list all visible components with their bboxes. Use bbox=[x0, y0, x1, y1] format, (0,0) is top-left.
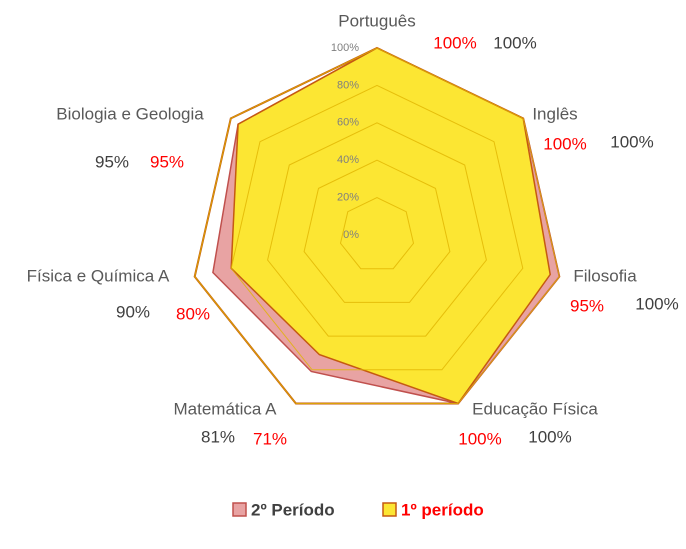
data-label: 95% bbox=[95, 152, 129, 171]
data-label: 71% bbox=[253, 429, 287, 448]
data-label: 100% bbox=[493, 33, 536, 52]
category-label: Biologia e Geologia bbox=[56, 104, 204, 123]
r-tick-label: 0% bbox=[343, 229, 359, 241]
data-label: 100% bbox=[528, 427, 571, 446]
grid-line bbox=[339, 197, 415, 270]
legend-swatch bbox=[382, 502, 397, 517]
category-label: Educação Física bbox=[472, 399, 598, 418]
grid-line bbox=[303, 159, 451, 303]
data-label: 100% bbox=[610, 132, 653, 151]
data-label: 95% bbox=[150, 152, 184, 171]
r-tick-label: 40% bbox=[337, 154, 359, 166]
category-label: Português bbox=[338, 11, 416, 30]
grid-line bbox=[194, 47, 560, 404]
category-label: Filosofia bbox=[573, 266, 637, 285]
r-tick-label: 20% bbox=[337, 192, 359, 204]
r-tick-label: 60% bbox=[337, 117, 359, 129]
category-label: Física e Química A bbox=[27, 266, 170, 285]
grid-line bbox=[267, 122, 487, 337]
data-label: 80% bbox=[176, 304, 210, 323]
data-label: 100% bbox=[433, 33, 476, 52]
data-label: 100% bbox=[543, 134, 586, 153]
legend-swatch bbox=[232, 502, 247, 517]
category-label: Inglês bbox=[532, 104, 577, 123]
grid-line bbox=[230, 84, 524, 371]
legend-label: 2º Período bbox=[251, 500, 335, 519]
r-tick-label: 100% bbox=[331, 42, 359, 54]
data-label: 81% bbox=[201, 427, 235, 446]
data-label: 90% bbox=[116, 302, 150, 321]
legend-label: 1º período bbox=[401, 500, 484, 519]
data-label: 95% bbox=[570, 296, 604, 315]
series-area bbox=[230, 47, 551, 405]
data-label: 100% bbox=[458, 429, 501, 448]
data-label: 100% bbox=[635, 294, 678, 313]
r-tick-label: 80% bbox=[337, 79, 359, 91]
category-label: Matemática A bbox=[174, 399, 278, 418]
